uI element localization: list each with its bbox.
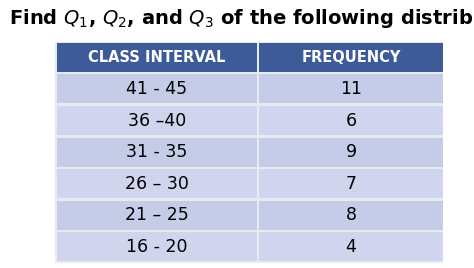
FancyBboxPatch shape xyxy=(259,232,443,261)
Text: 21 – 25: 21 – 25 xyxy=(125,206,189,224)
Text: 4: 4 xyxy=(346,238,356,256)
FancyBboxPatch shape xyxy=(57,106,256,135)
Text: 7: 7 xyxy=(346,175,356,193)
FancyBboxPatch shape xyxy=(259,169,443,198)
Text: 16 - 20: 16 - 20 xyxy=(126,238,188,256)
Text: 31 - 35: 31 - 35 xyxy=(126,143,187,161)
Text: 8: 8 xyxy=(346,206,356,224)
Text: 41 - 45: 41 - 45 xyxy=(126,80,187,98)
Text: 6: 6 xyxy=(346,111,356,129)
FancyBboxPatch shape xyxy=(0,0,474,36)
Text: FREQUENCY: FREQUENCY xyxy=(301,50,401,65)
FancyBboxPatch shape xyxy=(259,106,443,135)
Text: 9: 9 xyxy=(346,143,356,161)
FancyBboxPatch shape xyxy=(259,75,443,103)
Text: 11: 11 xyxy=(340,80,362,98)
FancyBboxPatch shape xyxy=(57,43,256,72)
FancyBboxPatch shape xyxy=(259,138,443,166)
FancyBboxPatch shape xyxy=(57,75,256,103)
Text: CLASS INTERVAL: CLASS INTERVAL xyxy=(88,50,226,65)
FancyBboxPatch shape xyxy=(57,232,256,261)
Text: 36 –40: 36 –40 xyxy=(128,111,186,129)
FancyBboxPatch shape xyxy=(57,169,256,198)
FancyBboxPatch shape xyxy=(57,138,256,166)
FancyBboxPatch shape xyxy=(259,43,443,72)
FancyBboxPatch shape xyxy=(259,201,443,230)
FancyBboxPatch shape xyxy=(57,201,256,230)
Text: 26 – 30: 26 – 30 xyxy=(125,175,189,193)
FancyBboxPatch shape xyxy=(55,42,443,263)
Text: Find $Q_1$, $Q_2$, and $Q_3$ of the following distribution: Find $Q_1$, $Q_2$, and $Q_3$ of the foll… xyxy=(9,7,474,29)
